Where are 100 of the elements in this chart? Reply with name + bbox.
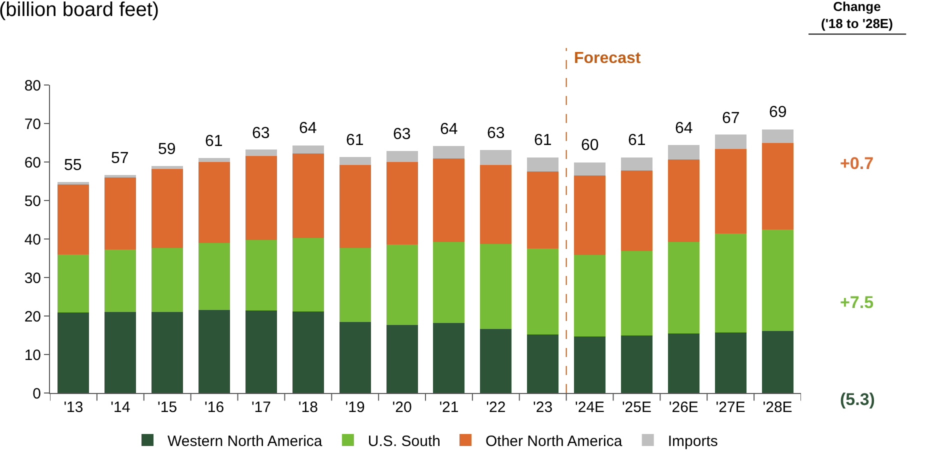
bar bbox=[198, 243, 230, 310]
bar bbox=[714, 148, 746, 234]
bar bbox=[480, 150, 512, 166]
bar bbox=[668, 334, 700, 393]
bar bbox=[292, 145, 324, 154]
bar bbox=[386, 324, 418, 393]
bar bbox=[433, 146, 465, 159]
bar bbox=[714, 234, 746, 333]
total-label: 64 bbox=[440, 121, 458, 138]
legend-label: Western North America bbox=[168, 432, 323, 450]
bar bbox=[245, 310, 277, 393]
bar bbox=[433, 242, 465, 323]
text: Change ('18 to '28E) bbox=[821, 0, 893, 31]
total-label: 61 bbox=[205, 133, 223, 150]
x-tick-label: '23 bbox=[533, 399, 553, 416]
bar bbox=[620, 157, 652, 170]
bar bbox=[668, 159, 700, 242]
y-tick-label: 30 bbox=[24, 270, 41, 287]
bar bbox=[762, 143, 794, 230]
total-label: 61 bbox=[628, 132, 646, 149]
bar bbox=[339, 156, 371, 166]
y-tick-label: 70 bbox=[24, 116, 41, 133]
bar bbox=[762, 129, 794, 144]
total-label: 59 bbox=[158, 141, 176, 158]
bar bbox=[104, 177, 136, 250]
bar bbox=[152, 248, 184, 312]
bar bbox=[58, 184, 90, 254]
total-label: 67 bbox=[722, 110, 740, 127]
bar bbox=[620, 250, 652, 336]
x-tick-label: '28E bbox=[762, 399, 792, 416]
bar bbox=[527, 334, 559, 393]
legend-label: U.S. South bbox=[368, 432, 440, 450]
text: (5.3) bbox=[840, 390, 875, 409]
bar bbox=[245, 240, 277, 311]
bar bbox=[480, 165, 512, 244]
bar bbox=[339, 322, 371, 393]
x-tick-label: '14 bbox=[110, 399, 130, 416]
bar bbox=[433, 322, 465, 393]
bar bbox=[668, 145, 700, 160]
bar bbox=[668, 242, 700, 334]
x-tick-label: '16 bbox=[204, 399, 224, 416]
bar bbox=[198, 158, 230, 162]
total-label: 63 bbox=[252, 125, 270, 142]
x-tick-label: '24E bbox=[575, 399, 605, 416]
x-tick-label: '26E bbox=[668, 399, 698, 416]
bar bbox=[527, 172, 559, 249]
total-label: 69 bbox=[769, 104, 787, 121]
ref-line-label: Forecast bbox=[574, 50, 642, 67]
total-label: 63 bbox=[487, 125, 505, 142]
bar bbox=[386, 244, 418, 325]
bar bbox=[620, 170, 652, 251]
bar bbox=[292, 154, 324, 238]
total-label: 61 bbox=[346, 132, 364, 149]
legend-label: Imports bbox=[668, 432, 718, 450]
bar bbox=[339, 248, 371, 322]
total-label: 55 bbox=[64, 157, 82, 174]
x-tick-label: '27E bbox=[716, 399, 746, 416]
bar bbox=[292, 311, 324, 393]
bar bbox=[574, 162, 606, 176]
bar bbox=[198, 310, 230, 393]
total-label: 57 bbox=[111, 150, 129, 167]
bar bbox=[480, 244, 512, 330]
x-tick-label: '19 bbox=[345, 399, 365, 416]
y-tick-label: 80 bbox=[24, 77, 41, 94]
bar bbox=[386, 151, 418, 162]
x-tick-label: '25E bbox=[622, 399, 652, 416]
bar bbox=[58, 312, 90, 393]
text: +7.5 bbox=[840, 293, 874, 312]
bar bbox=[574, 175, 606, 256]
y-tick-label: 20 bbox=[24, 308, 41, 326]
bar bbox=[104, 249, 136, 312]
total-label: 64 bbox=[299, 120, 317, 137]
x-tick-label: '13 bbox=[64, 399, 84, 416]
bar bbox=[433, 158, 465, 242]
bar bbox=[292, 238, 324, 312]
bar bbox=[152, 312, 184, 393]
bar bbox=[198, 162, 230, 244]
y-tick-label: 10 bbox=[24, 346, 41, 364]
x-tick-label: '21 bbox=[439, 399, 459, 416]
bar bbox=[58, 254, 90, 313]
bar bbox=[714, 134, 746, 149]
total-label: 61 bbox=[534, 132, 552, 149]
x-tick-label: '22 bbox=[486, 399, 506, 416]
y-axis-title: (billion board feet) bbox=[0, 0, 160, 21]
bar bbox=[339, 165, 371, 248]
bar bbox=[152, 166, 184, 169]
bar bbox=[714, 332, 746, 393]
x-tick-label: '18 bbox=[298, 399, 318, 416]
x-tick-label: '20 bbox=[392, 399, 412, 416]
text: +0.7 bbox=[840, 154, 874, 173]
legend-label: Other North America bbox=[485, 432, 623, 450]
bar bbox=[386, 162, 418, 244]
bar bbox=[762, 229, 794, 332]
bar bbox=[620, 335, 652, 393]
bar bbox=[762, 331, 794, 393]
y-tick-label: 40 bbox=[24, 231, 41, 248]
total-label: 63 bbox=[393, 126, 411, 143]
bar bbox=[527, 248, 559, 334]
bar bbox=[574, 336, 606, 393]
bar bbox=[527, 157, 559, 172]
